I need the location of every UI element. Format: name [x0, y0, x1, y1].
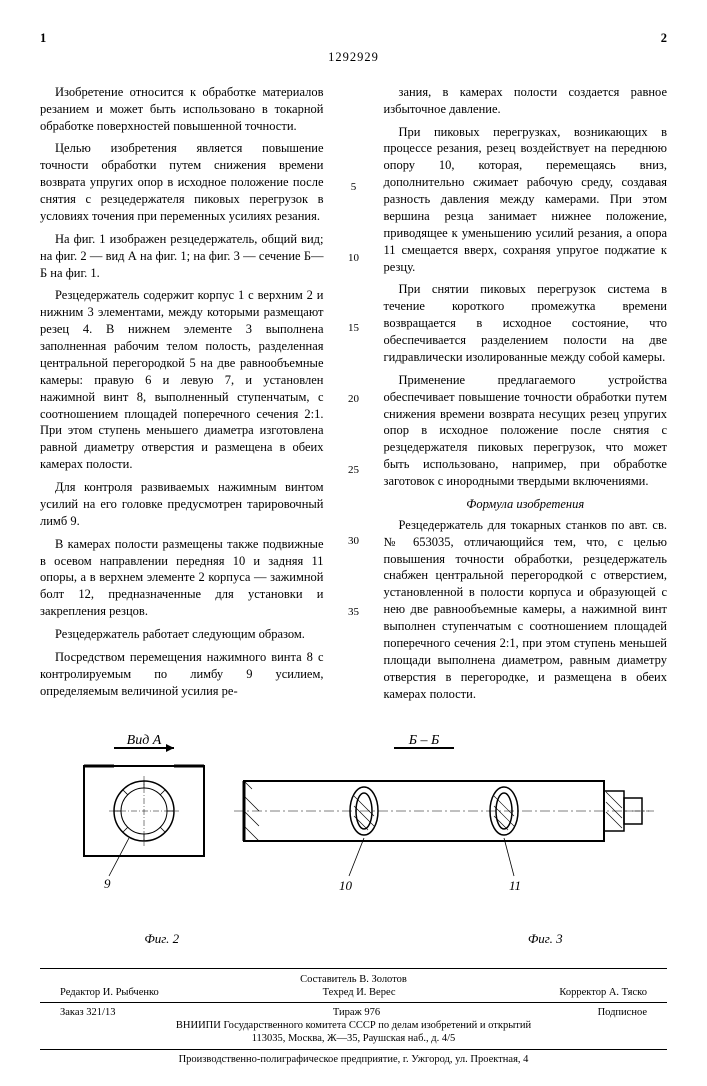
page-numbers: 1 2 [40, 30, 667, 47]
tick: 25 [348, 463, 359, 478]
para: Посредством перемещения нажимного винта … [40, 649, 324, 700]
tehred: Техред И. Верес [323, 986, 396, 999]
tick: 35 [348, 605, 359, 620]
para: При снятии пиковых перегрузок система в … [384, 281, 668, 365]
tick: 5 [351, 180, 357, 195]
sostavitel: Составитель В. Золотов [40, 973, 667, 986]
para: Для контроля развиваемых нажимным винтом… [40, 479, 324, 530]
redaktor: Редактор И. Рыбченко [60, 986, 159, 999]
formula-title: Формула изобретения [384, 496, 668, 513]
para: зания, в камерах полости создается равно… [384, 84, 668, 118]
tick: 20 [348, 392, 359, 407]
label-BB: Б – Б [407, 733, 439, 748]
org3: Производственно-полиграфическое предприя… [40, 1053, 667, 1066]
podpisnoe: Подписное [598, 1006, 647, 1019]
para: В камерах полости размещены также подвиж… [40, 536, 324, 620]
org1: ВНИИПИ Государственного комитета СССР по… [40, 1019, 667, 1032]
page-right: 2 [661, 30, 667, 47]
left-column: Изобретение относится к обработке матери… [40, 84, 324, 709]
right-column: зания, в камерах полости создается равно… [384, 84, 668, 709]
technical-drawing: Вид А 9 Б – Б [54, 726, 654, 926]
callout-11: 11 [509, 878, 521, 893]
para: Изобретение относится к обработке матери… [40, 84, 324, 135]
para: На фиг. 1 изображен резцедержатель, общи… [40, 231, 324, 282]
label-vidA: Вид А [126, 733, 161, 748]
document-number: 1292929 [40, 49, 667, 66]
para: Резцедержатель содержит корпус 1 с верхн… [40, 287, 324, 473]
tick: 30 [348, 534, 359, 549]
para: Целью изобретения является повышение точ… [40, 140, 324, 224]
line-ticks: 5 10 15 20 25 30 35 [346, 84, 362, 709]
tirazh: Тираж 976 [333, 1006, 380, 1019]
text-columns: Изобретение относится к обработке матери… [40, 84, 667, 709]
page-left: 1 [40, 30, 46, 47]
para: Применение предлагаемого устройства обес… [384, 372, 668, 490]
para: Резцедержатель работает следующим образо… [40, 626, 324, 643]
callout-9: 9 [104, 876, 111, 891]
zakaz: Заказ 321/13 [60, 1006, 115, 1019]
footer: Составитель В. Золотов Редактор И. Рыбче… [40, 968, 667, 1066]
tick: 15 [348, 321, 359, 336]
callout-10: 10 [339, 878, 353, 893]
para: При пиковых перегрузках, возникающих в п… [384, 124, 668, 276]
tick: 10 [348, 251, 359, 266]
figures-block: Вид А 9 Б – Б [40, 726, 667, 948]
para: Резцедержатель для токарных станков по а… [384, 517, 668, 703]
org2: 113035, Москва, Ж—35, Раушская наб., д. … [40, 1032, 667, 1045]
korrektor: Корректор А. Тяско [559, 986, 647, 999]
fig3-caption: Фиг. 3 [528, 930, 563, 948]
fig2-caption: Фиг. 2 [144, 930, 179, 948]
